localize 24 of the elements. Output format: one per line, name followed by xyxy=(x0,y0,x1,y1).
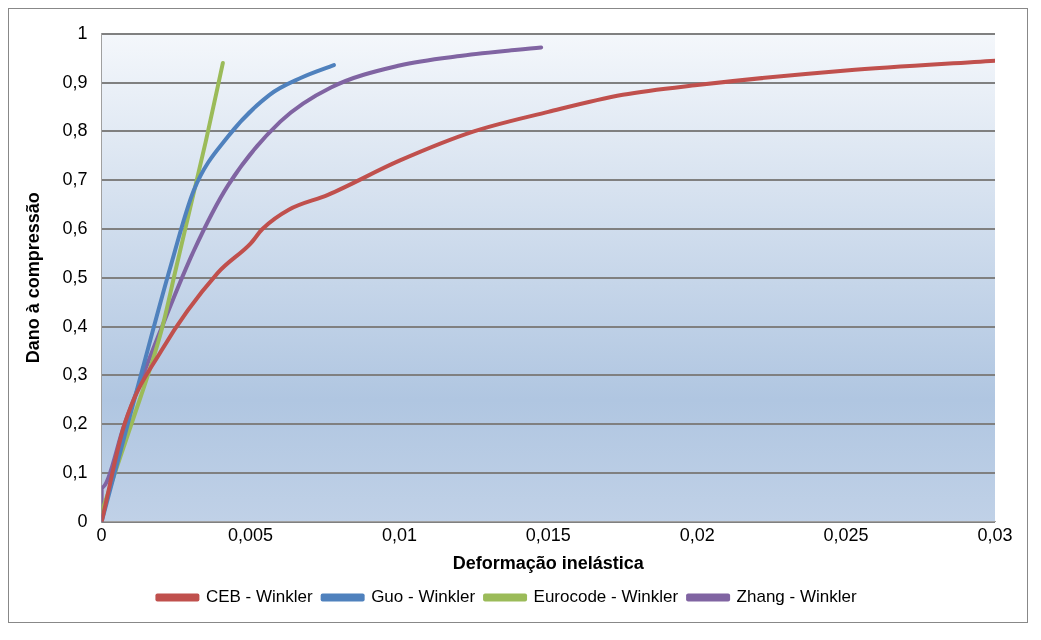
y-tick-label: 0,7 xyxy=(62,169,88,190)
x-tick-label: 0 xyxy=(96,524,107,545)
y-tick-label: 0,6 xyxy=(62,217,88,238)
y-tick-label: 0 xyxy=(77,510,88,531)
x-tick-label: 0,02 xyxy=(679,524,715,545)
y-tick-label: 0,5 xyxy=(62,266,88,287)
x-tick-label: 0,03 xyxy=(977,524,1013,545)
x-axis-title: Deformação inelástica xyxy=(452,553,645,574)
y-tick-label: 0,9 xyxy=(62,71,88,92)
y-tick-label: 0,1 xyxy=(62,461,88,482)
legend-label: Zhang - Winkler xyxy=(736,587,857,607)
y-tick-label: 1 xyxy=(77,22,88,43)
y-tick-label: 0,2 xyxy=(62,413,88,434)
y-tick-label: 0,8 xyxy=(62,120,88,141)
y-tick-label: 0,3 xyxy=(62,364,88,385)
x-tick-label: 0,01 xyxy=(381,524,417,545)
legend-label: Guo - Winkler xyxy=(371,587,476,607)
x-tick-label: 0,005 xyxy=(228,524,274,545)
x-tick-label: 0,015 xyxy=(525,524,571,545)
legend-label: CEB - Winkler xyxy=(205,587,313,607)
y-axis-title: Dano à compressão xyxy=(22,192,43,364)
y-tick-label: 0,4 xyxy=(62,315,88,336)
legend-label: Eurocode - Winkler xyxy=(533,587,679,607)
x-tick-label: 0,025 xyxy=(823,524,869,545)
